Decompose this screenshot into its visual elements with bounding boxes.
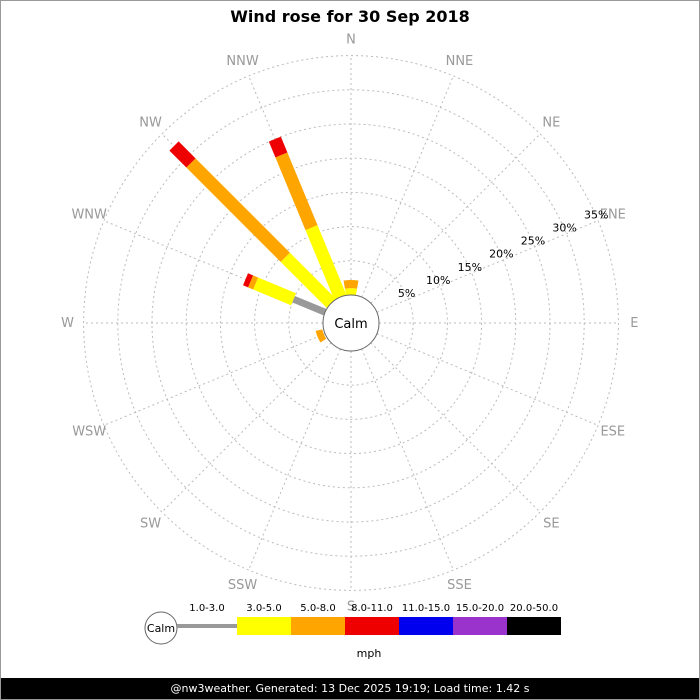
legend-bin-label: 1.0-3.0 <box>189 603 224 614</box>
legend-swatch <box>237 617 291 635</box>
ring-percent-label: 30% <box>552 222 576 235</box>
legend-swatch <box>291 617 345 635</box>
legend-bin-label: 5.0-8.0 <box>300 603 335 614</box>
direction-label: S <box>347 599 355 614</box>
petal-segment <box>280 252 336 308</box>
legend-swatch <box>345 617 399 635</box>
direction-label: SSE <box>447 578 472 593</box>
legend-bin-label: 15.0-20.0 <box>456 603 504 614</box>
direction-spoke <box>161 342 332 513</box>
legend-swatch <box>177 624 237 628</box>
petal-segment <box>305 225 347 300</box>
direction-spoke <box>376 333 599 426</box>
ring-percent-label: 20% <box>489 248 513 261</box>
petal-segment <box>268 136 288 158</box>
calm-label: Calm <box>334 317 367 332</box>
petal-segment <box>292 295 327 316</box>
direction-label: E <box>630 316 638 331</box>
chart-title: Wind rose for 30 Sep 2018 <box>230 7 470 26</box>
direction-spoke <box>361 348 454 571</box>
direction-spoke <box>370 133 541 304</box>
petal-segment <box>243 273 254 288</box>
petal-segment <box>275 152 318 231</box>
direction-spoke <box>361 75 454 298</box>
percent-ring <box>83 55 619 591</box>
footer-text: @nw3weather. Generated: 13 Dec 2025 19:1… <box>170 682 530 695</box>
direction-label: NW <box>139 116 162 131</box>
ring-percent-label: 5% <box>398 287 415 300</box>
direction-label: SSW <box>228 578 258 593</box>
direction-label: NNW <box>226 54 258 69</box>
ring-percent-label: 15% <box>458 261 482 274</box>
legend-swatch <box>507 617 561 635</box>
percent-ring <box>288 260 414 386</box>
ring-percent-label: 35% <box>584 208 608 221</box>
calm-circle <box>322 294 380 352</box>
legend-bin-label: 20.0-50.0 <box>510 603 558 614</box>
direction-label: ESE <box>600 424 625 439</box>
wind-rose-chart: N NNE NE ENE E ESE SE SSE S SSW SW WSW W WNW NW NNW 5% 10… <box>61 33 638 660</box>
footer-bar: @nw3weather. Generated: 13 Dec 2025 19:1… <box>1 678 699 699</box>
legend-bin-label: 3.0-5.0 <box>246 603 281 614</box>
direction-label: ENE <box>600 208 626 223</box>
percent-ring <box>219 191 483 455</box>
percent-ring <box>254 226 448 420</box>
petal-segment <box>343 279 359 289</box>
ring-percent-label: 10% <box>426 274 450 287</box>
petal-segment <box>248 275 259 290</box>
petal-segment <box>169 141 196 168</box>
direction-label: NE <box>542 116 560 131</box>
legend-unit-label: mph <box>357 647 382 660</box>
legend-bin-label: 11.0-15.0 <box>402 603 450 614</box>
direction-spoke <box>103 333 326 426</box>
direction-label: SW <box>140 516 161 531</box>
legend-calm-label: Calm <box>147 622 175 635</box>
petal-segment <box>186 158 290 262</box>
direction-label: W <box>61 316 74 331</box>
direction-label: SE <box>543 516 559 531</box>
direction-spoke <box>370 342 541 513</box>
petal-segment <box>253 277 297 306</box>
direction-label: NNE <box>446 54 474 69</box>
legend-swatch <box>399 617 453 635</box>
direction-label: WNW <box>71 208 107 223</box>
direction-label: WSW <box>72 424 106 439</box>
ring-percent-label: 25% <box>521 235 545 248</box>
legend-swatch <box>453 617 507 635</box>
direction-label: N <box>346 33 356 48</box>
petal-segment <box>315 329 327 343</box>
legend-bin-label: 8.0-11.0 <box>351 603 393 614</box>
direction-spoke <box>248 348 341 571</box>
